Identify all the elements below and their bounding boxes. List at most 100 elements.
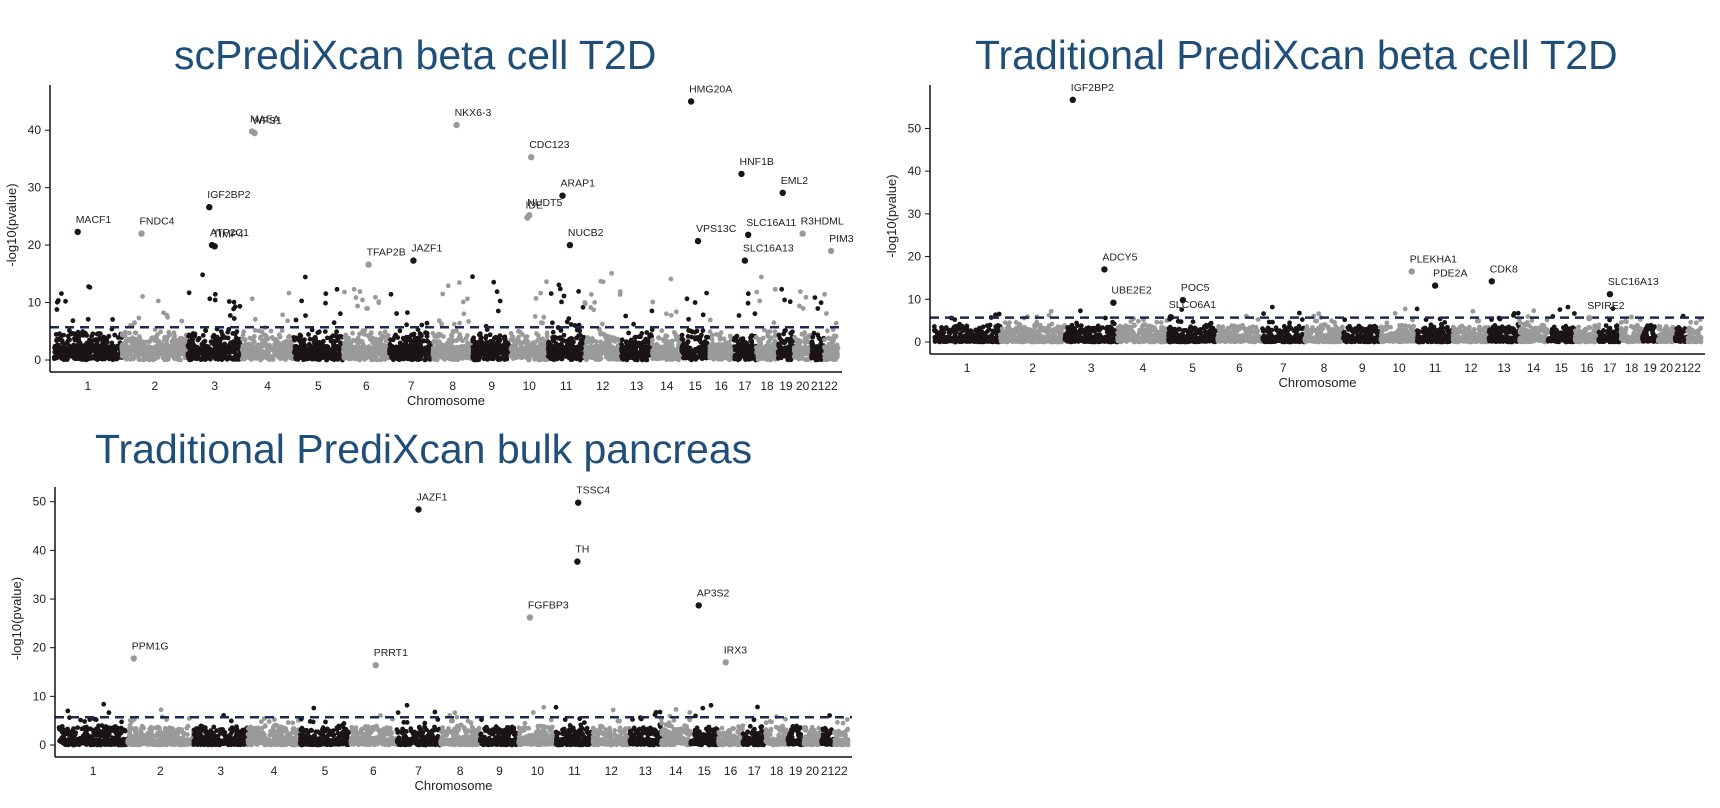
background-point [207,296,213,302]
background-point [405,310,410,315]
background-point [737,356,742,362]
background-point [964,339,970,344]
background-point [227,313,233,318]
background-point [415,354,421,360]
background-point [277,350,282,356]
background-point [171,351,177,357]
background-point [226,299,232,304]
background-point [373,336,379,342]
background-point [401,356,407,362]
x-tick-label: 14 [660,379,674,393]
background-point [762,345,767,351]
background-point [668,276,674,282]
background-point [316,329,322,335]
background-point [350,330,355,336]
background-point [299,298,304,304]
background-point [600,321,605,327]
background-point [532,314,538,319]
background-point [718,330,724,336]
background-point [338,333,343,339]
background-point [471,357,476,362]
background-point [105,352,111,358]
background-point [781,331,786,337]
background-point [162,337,167,343]
background-point [439,321,444,327]
background-point [591,307,597,313]
background-point [252,316,258,322]
background-point [833,320,839,326]
background-point [331,356,337,361]
background-point [338,340,343,346]
background-point [126,330,132,336]
background-point [357,357,362,363]
background-point [742,342,748,348]
background-point [322,329,328,334]
background-point [343,348,349,353]
background-point [684,296,690,302]
background-point [614,350,620,355]
gene-label: NUCB2 [568,227,604,239]
background-point [643,357,649,363]
background-point [217,347,223,353]
background-point [769,345,774,351]
gene-label: WFS1 [253,115,282,127]
background-point [268,344,274,350]
background-point [164,312,170,318]
y-tick-label: 10 [28,296,42,310]
x-tick-label: 16 [715,379,729,393]
background-point [466,344,472,350]
x-tick-label: 17 [738,379,752,393]
gene-label: SLC16A11 [746,217,796,229]
background-point [834,342,840,348]
background-point [707,347,713,353]
background-point [212,297,218,303]
y-tick-label: 30 [28,181,42,195]
background-point [590,336,595,341]
background-point [709,332,715,338]
background-point [786,350,792,356]
background-point [457,280,462,285]
background-point [200,333,206,338]
background-point [123,351,129,357]
background-point [643,353,649,359]
background-point [700,328,706,333]
background-point [51,356,57,362]
background-point [86,284,91,289]
background-point [679,348,685,353]
background-point [791,345,797,351]
background-point [669,339,674,345]
background-point [437,339,442,345]
background-point [803,294,809,300]
background-point [285,318,290,324]
background-point [650,348,656,354]
background-point [368,331,374,336]
background-point [508,331,514,336]
background-point [154,349,160,355]
background-point [527,349,532,354]
background-point [516,328,521,334]
background-point [601,331,607,337]
gene-label: FNDC4 [140,216,175,228]
background-point [538,341,543,347]
background-point [660,355,665,361]
background-point [336,352,341,358]
background-point [758,274,764,280]
background-point [419,322,425,328]
background-point [582,355,588,360]
background-point [702,339,708,344]
gene-label: VPS13C [696,223,737,235]
background-point [664,345,670,350]
background-point [732,356,738,362]
background-point [696,337,702,343]
background-point [279,328,285,333]
background-point [746,343,751,349]
gene-label: IDE [526,200,544,212]
background-point [281,340,287,345]
background-point [942,335,948,340]
background-point [67,337,72,343]
background-point [264,348,270,354]
background-point [174,346,180,352]
background-point [111,346,116,352]
background-point [580,304,586,310]
